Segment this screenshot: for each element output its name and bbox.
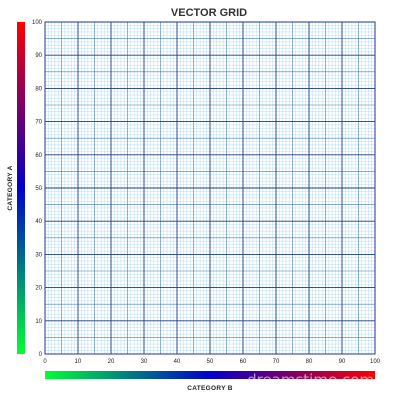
x-tick-label: 40: [174, 359, 181, 365]
y-axis-title: CATEGORY A: [7, 165, 14, 210]
y-tick-labels: 0 10 20 30 40 50 60 70 80 90 100: [32, 20, 43, 358]
x-tick-label: 50: [207, 359, 214, 365]
x-axis-gradient-bar: [45, 371, 375, 379]
x-tick-label: 80: [306, 359, 313, 365]
y-tick-label: 90: [35, 53, 42, 59]
x-tick-label: 10: [75, 359, 82, 365]
y-tick-label: 70: [35, 120, 42, 126]
y-tick-label: 50: [35, 186, 42, 192]
x-tick-label: 0: [43, 359, 47, 365]
x-tick-labels: 0 10 20 30 40 50 60 70 80 90 100: [43, 359, 380, 365]
y-tick-label: 40: [35, 219, 42, 225]
y-axis-gradient-bar: [17, 22, 25, 354]
x-tick-label: 90: [339, 359, 346, 365]
major-gridlines: [44, 21, 376, 355]
x-tick-label: 20: [108, 359, 115, 365]
chart-title: VECTOR GRID: [171, 7, 247, 19]
x-tick-label: 60: [240, 359, 247, 365]
x-tick-label: 100: [370, 359, 381, 365]
x-axis-title: CATEGORY B: [187, 385, 233, 392]
plot-area-border: [44, 21, 376, 355]
x-tick-label: 70: [273, 359, 280, 365]
y-tick-label: 80: [35, 86, 42, 92]
y-tick-label: 10: [35, 319, 42, 325]
x-tick-label: 30: [141, 359, 148, 365]
watermark-text: dreamstime.com: [247, 371, 374, 389]
y-tick-label: 0: [39, 352, 43, 358]
y-tick-label: 30: [35, 252, 42, 258]
y-tick-label: 20: [35, 286, 42, 292]
y-tick-label: 100: [32, 20, 43, 26]
y-tick-label: 60: [35, 153, 42, 159]
